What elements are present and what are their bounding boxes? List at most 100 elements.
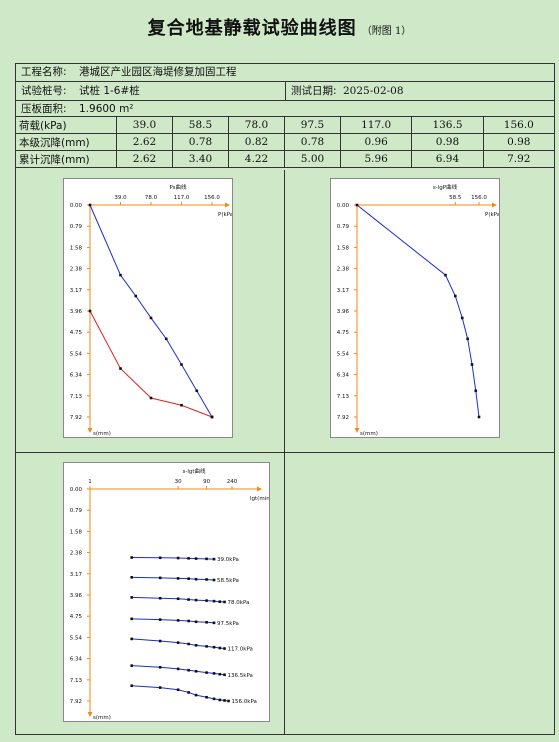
x-axis-arrow [225, 202, 230, 208]
data-point [158, 686, 162, 689]
ps-chart: Ps曲线 P(kPa) s(mm) 0.00 0.79 1.58 2.38 3.17 3.96 4… [70, 183, 235, 437]
table-cell: 117.0 [339, 116, 413, 134]
data-point [88, 309, 92, 313]
data-point [134, 294, 138, 298]
data-point [176, 688, 180, 692]
data-point [477, 415, 481, 419]
y-tick-label: 7.13 [337, 394, 350, 400]
table-cell: 39.0 [116, 116, 173, 134]
table-cell: 5.00 [284, 150, 341, 168]
y-tick-label: 4.75 [70, 614, 83, 620]
table-cell: 0.78 [284, 133, 341, 151]
data-point [212, 645, 216, 649]
data-point [158, 596, 162, 600]
data-point [223, 699, 226, 702]
x-axis-label: P(kPa) [218, 212, 232, 218]
y-tick-label: 0.79 [70, 224, 83, 230]
data-point [194, 669, 198, 673]
data-point [176, 641, 180, 644]
y-tick-label: 6.34 [70, 373, 83, 379]
series-line [89, 310, 213, 418]
data-point [187, 619, 190, 623]
data-point [195, 389, 199, 393]
series-label: 78.0kPa [228, 600, 250, 606]
data-point [355, 203, 359, 207]
table-cell: 0.96 [339, 133, 413, 151]
x-tick-label: 156.0 [471, 195, 487, 201]
table-cell: 0.98 [482, 133, 556, 151]
report-title: 复合地基静载试验曲线图 （附图 1） [0, 14, 559, 40]
y-tick-label: 0.79 [337, 224, 350, 230]
data-point [194, 620, 198, 624]
data-point [176, 577, 180, 580]
title-note: （附图 1） [361, 26, 412, 37]
table-row-load: 荷载(kPa) 39.0 58.5 78.0 97.5 117.0 136.5 … [15, 116, 556, 134]
y-tick-label: 2.38 [337, 267, 350, 273]
data-point [218, 600, 222, 603]
pile-label: 试验桩号: [21, 85, 67, 97]
y-tick-label: 0.00 [337, 203, 350, 209]
data-point [218, 698, 222, 702]
y-tick-label: 3.17 [70, 572, 83, 578]
data-point [176, 667, 180, 671]
data-point [180, 403, 183, 407]
area-row: 压板面积: 1.9600 m² [15, 100, 555, 119]
x-tick-label: 39.0 [114, 195, 127, 201]
y-tick-label: 3.17 [70, 288, 83, 294]
data-point [158, 576, 162, 580]
data-point [466, 337, 469, 341]
y-tick-label: 7.92 [70, 699, 82, 705]
x-axis-label: P(kPa) [485, 212, 499, 218]
data-point [130, 576, 133, 579]
data-point [205, 695, 208, 699]
y-tick-label: 0.79 [70, 508, 83, 514]
data-point [223, 673, 226, 677]
data-point [130, 617, 133, 621]
y-tick-label: 2.38 [70, 551, 83, 557]
data-point [194, 693, 198, 697]
data-point [158, 639, 162, 643]
report-frame [15, 63, 555, 735]
series-line [131, 557, 215, 560]
data-point [158, 618, 162, 621]
data-point [130, 664, 133, 667]
data-point [88, 203, 92, 207]
table-cell: 156.0 [482, 116, 556, 134]
data-point [176, 597, 180, 601]
data-point [187, 598, 190, 601]
chart-title: Ps曲线 [169, 183, 187, 191]
series-label: 97.5kPa [217, 621, 239, 627]
table-cell: 0.82 [228, 133, 285, 151]
x-tick-label: 30 [175, 479, 182, 485]
table-cell: 4.22 [228, 150, 285, 168]
series-line [131, 665, 225, 676]
data-point [194, 598, 198, 602]
date-value: 2025-02-08 [343, 85, 404, 97]
project-row: 工程名称: 港城区产业园区海堤修复加固工程 [15, 63, 555, 82]
y-tick-label: 7.92 [70, 415, 82, 421]
y-tick-label: 1.58 [70, 529, 83, 535]
data-point [212, 578, 216, 582]
y-axis-label: s(mm) [360, 431, 378, 437]
y-tick-label: 0.00 [70, 487, 83, 493]
settle-header: 本级沉降(mm) [15, 133, 117, 151]
load-header: 荷载(kPa) [15, 116, 117, 134]
x-tick-label: 117.0 [174, 195, 190, 201]
data-point [470, 363, 474, 366]
data-point [474, 389, 478, 393]
y-tick-label: 7.92 [337, 415, 349, 421]
series-label: 39.0kPa [217, 557, 239, 563]
y-tick-label: 7.13 [70, 678, 83, 684]
table-cell: 3.40 [172, 150, 229, 168]
series-line [131, 576, 215, 581]
table-cell: 7.92 [482, 150, 556, 168]
x-tick-label: 1 [88, 479, 92, 485]
date-label: 测试日期: [291, 85, 337, 97]
data-point [460, 316, 464, 320]
data-point [212, 697, 216, 701]
data-point [444, 273, 447, 277]
y-tick-label: 5.54 [70, 351, 83, 357]
y-axis-label: s(mm) [93, 715, 111, 721]
chart-title: s-lgt曲线 [182, 467, 206, 475]
data-point [119, 367, 122, 370]
